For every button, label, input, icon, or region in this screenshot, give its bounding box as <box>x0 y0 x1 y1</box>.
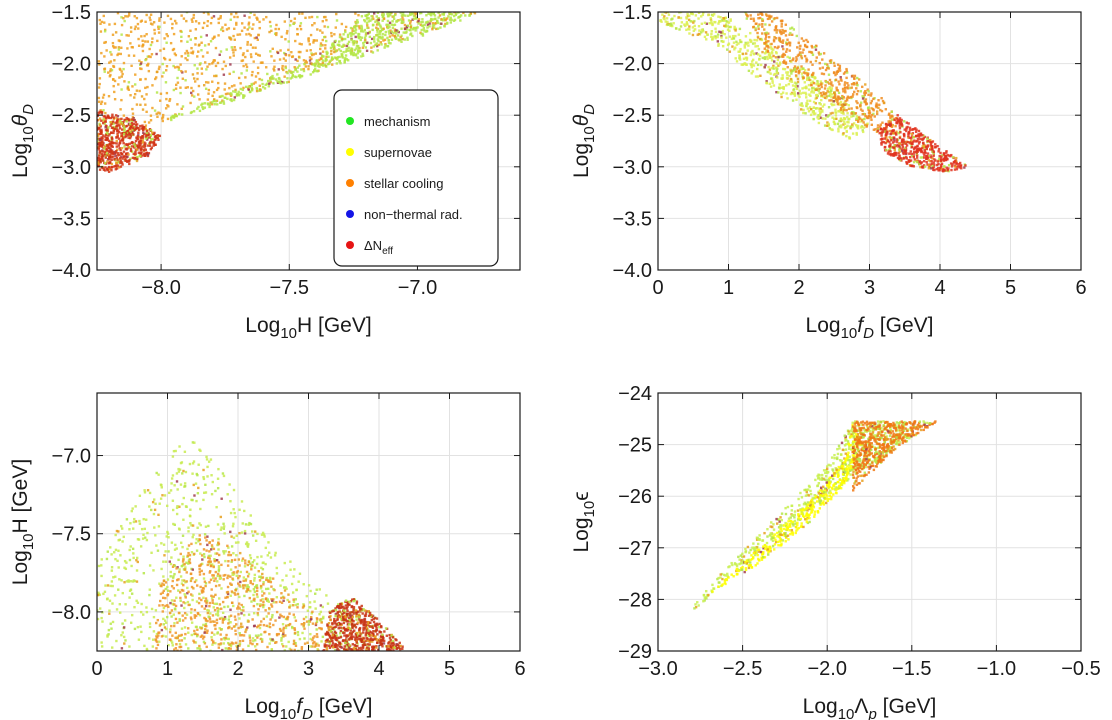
y-tick-label: −25 <box>618 435 652 457</box>
y-tick-label: −29 <box>618 641 652 663</box>
x-tick-label: −3.0 <box>638 658 677 680</box>
x-tick-label: −1.5 <box>892 658 931 680</box>
y-tick-label: −3.5 <box>613 208 652 230</box>
y-axis-label: Log10H [GeV] <box>9 459 37 585</box>
y-tick-label: −3.5 <box>52 208 91 230</box>
y-tick-label: −2.5 <box>52 105 91 127</box>
x-tick-label: 1 <box>162 658 173 680</box>
x-tick-label: 4 <box>934 277 945 299</box>
scatter-points <box>97 441 404 651</box>
panel-b: 0 1 2 3 4 5 6 −4.0 −3.5 −3.0 −2.5 −2.0 −1.5 Log10fD [… <box>570 2 1087 342</box>
y-tick-label: −2.0 <box>52 54 91 76</box>
x-tick-label: 1 <box>723 277 734 299</box>
y-tick-label: −2.0 <box>613 54 652 76</box>
legend-label: supernovae <box>364 145 432 160</box>
x-tick-label: 2 <box>793 277 804 299</box>
y-tick-label: −26 <box>618 486 652 508</box>
y-tick-label: −7.5 <box>52 524 91 546</box>
legend-marker <box>346 117 354 125</box>
panel-a: −8.0 −7.5 −7.0 −4.0 −3.5 −3.0 −2.5 −2.0 −1.5 Log1… <box>9 2 521 342</box>
x-axis-label: Log10Λp [GeV] <box>803 695 937 720</box>
y-axis-label: Log10θD <box>570 104 598 178</box>
x-tick-label: 2 <box>232 658 243 680</box>
legend-label: stellar cooling <box>364 176 444 191</box>
scatter-points <box>97 12 477 173</box>
y-tick-label: −3.0 <box>52 157 91 179</box>
y-axis-label: Log10ϵ <box>570 491 598 552</box>
panel-d: −3.0 −2.5 −2.0 −1.5 −1.0 −0.5 −29 −28 −27 −26 −25 −… <box>570 383 1101 720</box>
x-tick-label: 6 <box>1075 277 1086 299</box>
y-tick-label: −8.0 <box>52 602 91 624</box>
x-tick-label: −7.5 <box>270 277 309 299</box>
y-tick-label: −4.0 <box>52 260 91 282</box>
x-axis-label: Log10fD [GeV] <box>806 314 934 342</box>
scatter-points <box>659 12 967 173</box>
x-tick-label: 3 <box>864 277 875 299</box>
y-axis-label: Log10θD <box>9 104 37 178</box>
legend: mechanism supernovae stellar cooling non−th… <box>333 89 499 267</box>
legend-marker <box>346 210 354 218</box>
legend-marker <box>346 148 354 156</box>
x-axis-label: Log10H [GeV] <box>245 314 371 342</box>
x-tick-label: −2.5 <box>723 658 762 680</box>
plot-frame <box>657 392 1082 652</box>
legend-label: ΔNeff <box>364 238 393 257</box>
x-tick-label: −8.0 <box>141 277 180 299</box>
panel-c: 0 1 2 3 4 5 6 −8.0 −7.5 −7.0 Log10fD [GeV] Log10H [… <box>9 392 526 720</box>
grid <box>96 393 521 651</box>
x-tick-label: 5 <box>444 658 455 680</box>
y-tick-label: −1.5 <box>52 2 91 24</box>
y-tick-label: −4.0 <box>613 260 652 282</box>
x-axis-label: Log10fD [GeV] <box>245 695 373 720</box>
x-tick-label: −1.0 <box>977 658 1016 680</box>
y-tick-label: −3.0 <box>613 157 652 179</box>
x-tick-label: −7.0 <box>398 277 437 299</box>
x-tick-label: 0 <box>91 658 102 680</box>
x-tick-label: 6 <box>514 658 525 680</box>
legend-marker <box>346 179 354 187</box>
x-tick-label: 0 <box>652 277 663 299</box>
plot-frame <box>96 11 521 271</box>
x-tick-label: 3 <box>303 658 314 680</box>
legend-label: mechanism <box>364 114 430 129</box>
x-tick-label: 4 <box>373 658 384 680</box>
y-tick-label: −7.0 <box>52 446 91 468</box>
legend-marker <box>346 241 354 249</box>
y-tick-label: −2.5 <box>613 105 652 127</box>
x-tick-label: 5 <box>1005 277 1016 299</box>
y-tick-label: −27 <box>618 538 652 560</box>
scatter-points <box>693 420 937 610</box>
y-tick-label: −1.5 <box>613 2 652 24</box>
y-tick-label: −24 <box>618 383 652 405</box>
y-tick-label: −28 <box>618 589 652 611</box>
x-tick-label: −2.0 <box>807 658 846 680</box>
grid <box>657 11 1082 271</box>
legend-label: non−thermal rad. <box>364 207 463 222</box>
x-tick-label: −0.5 <box>1061 658 1100 680</box>
